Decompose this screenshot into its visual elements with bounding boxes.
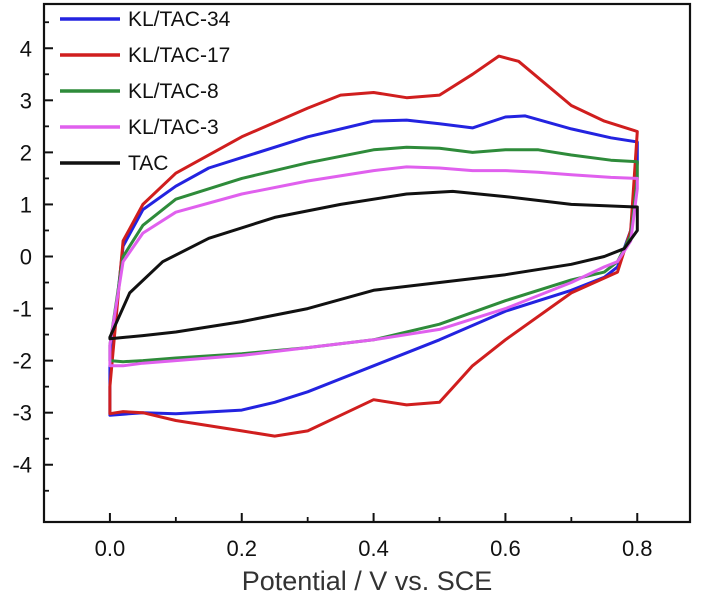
legend: KL/TAC-34 KL/TAC-17 KL/TAC-8 KL/TAC-3 TAC (60, 8, 231, 175)
legend-label: TAC (128, 152, 168, 175)
x-axis-title: Potential / V vs. SCE (242, 566, 493, 596)
x-tick-label: 0.0 (95, 536, 126, 561)
x-tick-label: 0.8 (622, 536, 653, 561)
series-line-2 (108, 145, 639, 364)
tick-labels: 4 3 2 1 0 -1 -2 -3 -4 0.0 0.2 0.4 0.6 0.8 (12, 36, 652, 561)
series-line-1 (108, 54, 639, 438)
y-tick-label: -2 (12, 349, 32, 374)
x-tick-label: 0.6 (490, 536, 521, 561)
legend-label: KL/TAC-17 (128, 44, 230, 67)
y-tick-label: 1 (20, 192, 32, 217)
y-tick-label: 4 (20, 36, 32, 61)
y-tick-label: -4 (12, 453, 32, 478)
legend-label: KL/TAC-34 (128, 8, 231, 31)
series-line-3 (108, 165, 639, 368)
plot-frame (42, 2, 692, 524)
y-tick-label: 3 (20, 88, 32, 113)
y-tick-label: 0 (20, 244, 32, 269)
series-line-4 (108, 189, 639, 341)
y-tick-label: -3 (12, 401, 32, 426)
series-lines (108, 54, 639, 438)
legend-label: KL/TAC-3 (128, 116, 219, 139)
x-tick-label: 0.2 (226, 536, 257, 561)
y-tick-label: 2 (20, 140, 32, 165)
legend-label: KL/TAC-8 (128, 80, 219, 103)
y-tick-label: -1 (12, 297, 32, 322)
x-tick-label: 0.4 (358, 536, 389, 561)
